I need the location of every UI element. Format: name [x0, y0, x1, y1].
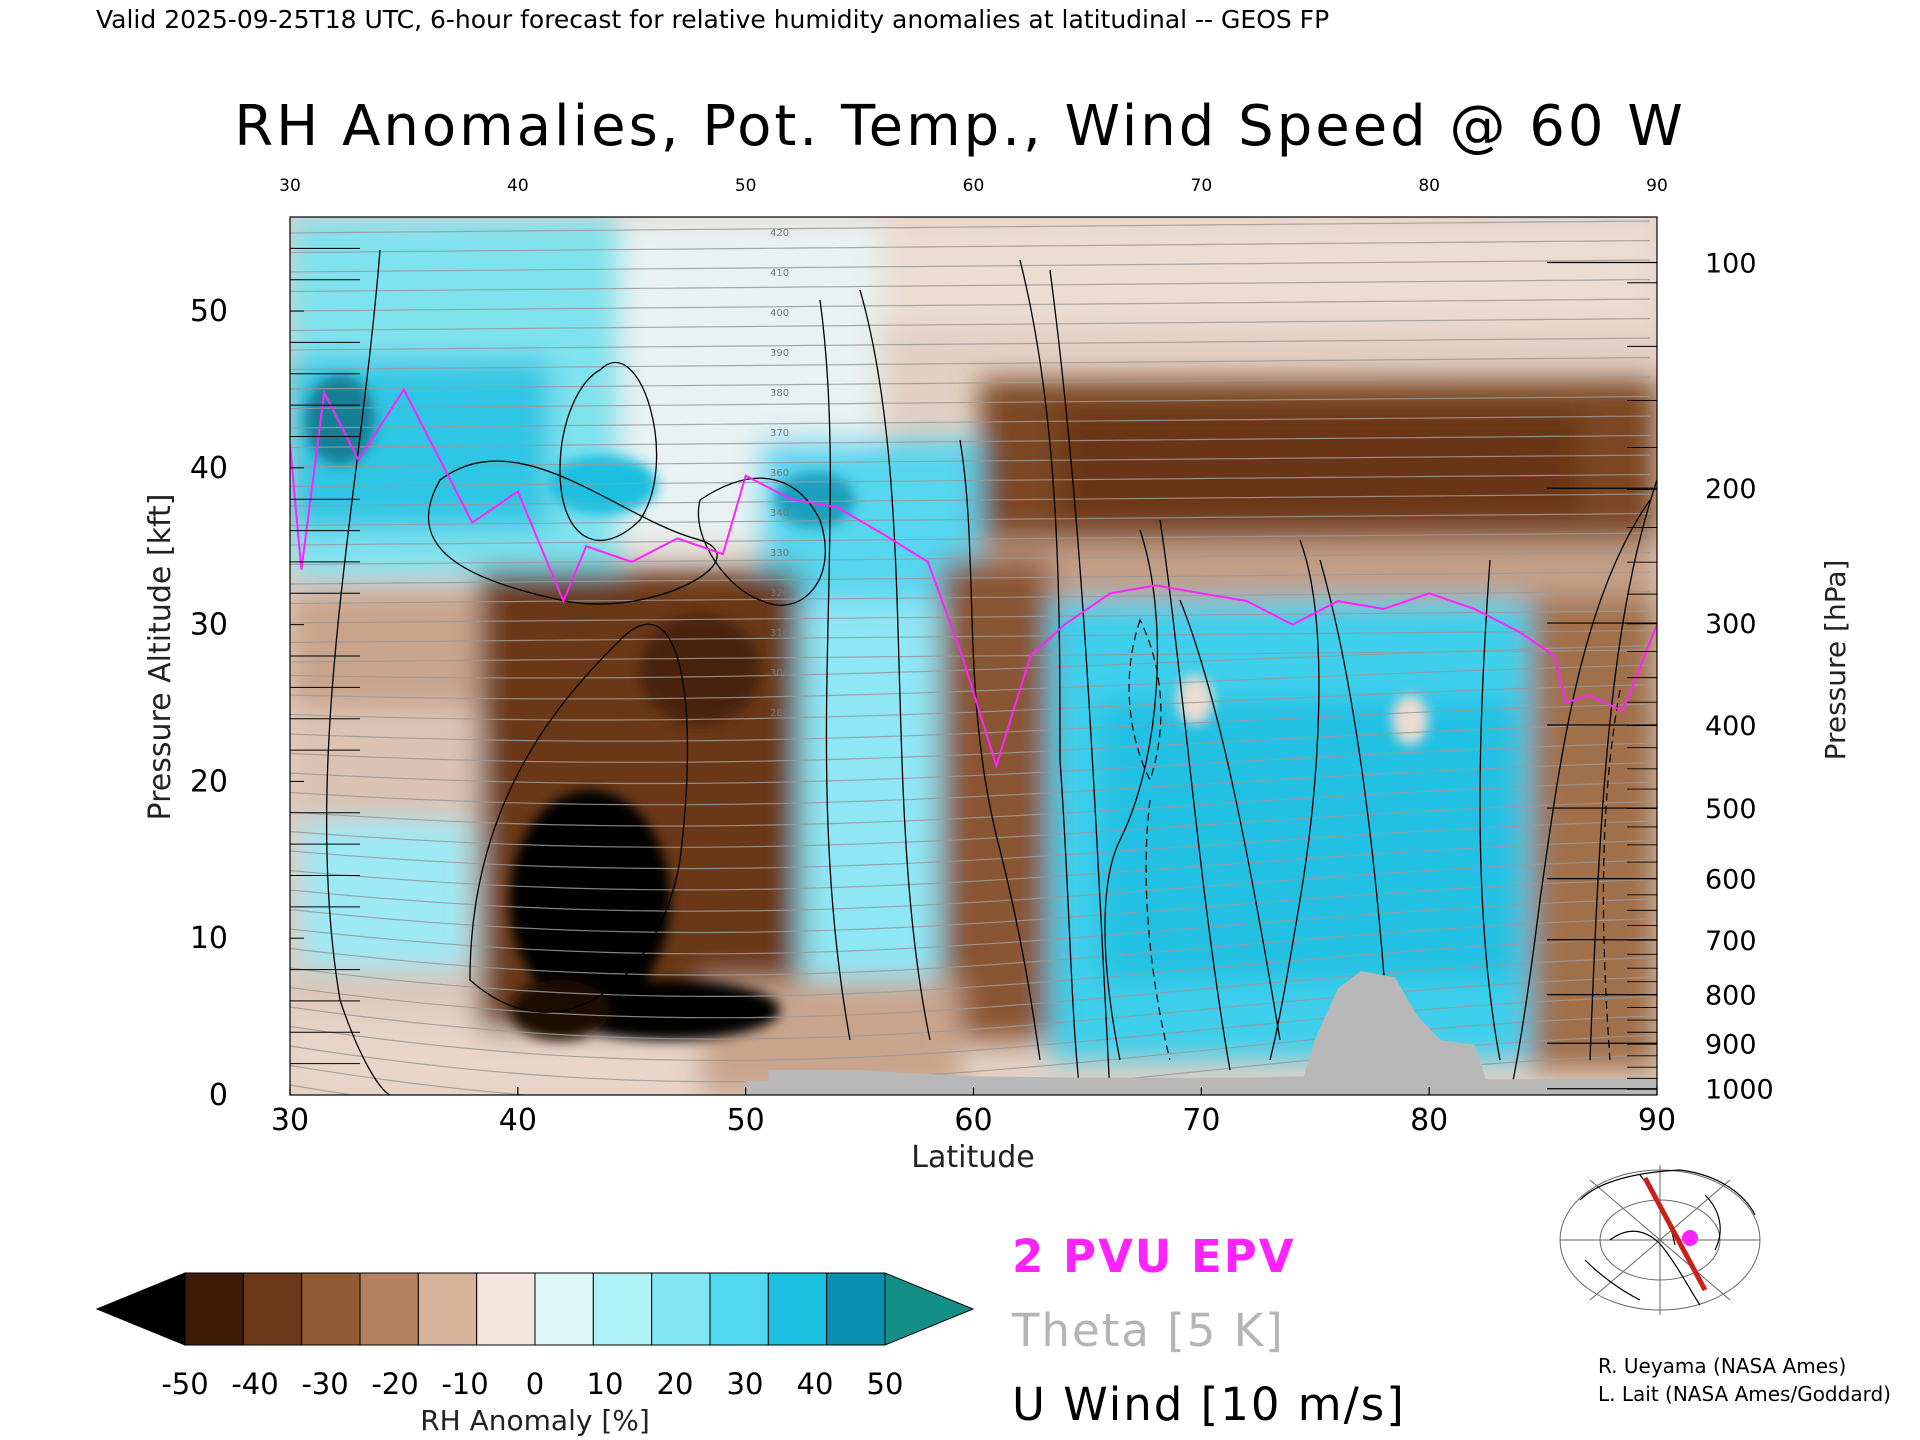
theta-contour-label: 320 [770, 588, 789, 599]
legend-entry: Theta [5 K] [1011, 1304, 1285, 1357]
colorbar-label: RH Anomaly [%] [420, 1404, 650, 1437]
y-tick-label: 10 [190, 921, 228, 956]
x-tick-label: 40 [499, 1103, 537, 1138]
u-wind-dashed-contours [1128, 618, 1621, 1061]
colorbar-under-arrow [95, 1272, 186, 1346]
colorbar-tick-label: -10 [441, 1367, 488, 1401]
credit-line: R. Ueyama (NASA Ames) [1598, 1354, 1846, 1378]
colorbar-box [301, 1272, 361, 1346]
colorbar-box [359, 1272, 419, 1346]
colorbar-tick-label: 30 [727, 1367, 764, 1401]
x-tick-label: 90 [1638, 1103, 1676, 1138]
colorbar-ticks: -50 -40 -30 -20 -10 0 10 20 30 40 50 [161, 1367, 903, 1401]
colorbar-tick-label: -50 [161, 1367, 208, 1401]
colorbar [95, 1272, 975, 1346]
colorbar-box [592, 1272, 653, 1346]
pressure-tick-label: 700 [1705, 926, 1757, 957]
theta-contours [290, 220, 1651, 1095]
chart-title: RH Anomalies, Pot. Temp., Wind Speed @ 6… [234, 94, 1685, 159]
theta-contour-labels: 420 410 400 390 380 370 360 340 330 320 310 300 280 [770, 228, 789, 719]
theta-contour-label: 370 [770, 428, 789, 439]
colorbar-tick-label: 40 [797, 1367, 834, 1401]
theta-contour-label: 380 [770, 388, 789, 399]
y-axis-left: 0 10 20 30 40 50 [190, 247, 360, 1113]
colorbar-box [417, 1272, 478, 1346]
colorbar-box [242, 1272, 303, 1346]
terrain-fill [745, 971, 1657, 1095]
colorbar-box [826, 1272, 886, 1346]
theta-contour-label: 360 [770, 468, 789, 479]
u-wind-contours [325, 249, 1657, 1095]
x-axis-bottom: 30 40 50 60 70 80 90 [271, 1087, 1676, 1138]
colorbar-box [476, 1272, 536, 1346]
pvu2-epv-line [290, 387, 1657, 770]
pressure-tick-label: 300 [1705, 609, 1757, 640]
inset-map [1559, 1165, 1761, 1315]
x-tick-label: 30 [271, 1103, 309, 1138]
colorbar-over-arrow [884, 1272, 975, 1346]
colorbar-tick-label: 10 [587, 1367, 624, 1401]
pressure-tick-label: 400 [1705, 711, 1757, 742]
colorbar-tick-label: 20 [657, 1367, 694, 1401]
colorbar-box [184, 1272, 244, 1346]
pressure-tick-label: 600 [1705, 865, 1757, 896]
theta-contour-label: 420 [770, 228, 789, 239]
colorbar-tick-label: 0 [526, 1367, 544, 1401]
x-tick-label: 70 [1182, 1103, 1220, 1138]
valid-line: Valid 2025-09-25T18 UTC, 6-hour forecast… [96, 5, 1329, 34]
y-tick-label: 0 [209, 1078, 228, 1113]
theta-contour-label: 280 [770, 708, 789, 719]
x-top-tick-label: 80 [1418, 176, 1440, 196]
colorbar-tick-label: 50 [867, 1367, 904, 1401]
y-tick-label: 30 [190, 608, 228, 643]
y-tick-label: 50 [190, 294, 228, 329]
x-axis-label: Latitude [911, 1140, 1034, 1175]
pressure-tick-label: 900 [1705, 1029, 1757, 1060]
legend: 2 PVU EPV Theta [5 K] U Wind [10 m/s] [1011, 1230, 1406, 1431]
legend-entry: U Wind [10 m/s] [1012, 1378, 1406, 1431]
theta-contour-label: 330 [770, 548, 789, 559]
x-axis-top: 30 40 50 60 70 80 90 [279, 176, 1668, 196]
theta-contour-label: 390 [770, 348, 789, 359]
pressure-tick-label: 1000 [1705, 1075, 1774, 1106]
x-tick-label: 50 [727, 1103, 765, 1138]
pressure-tick-label: 800 [1705, 981, 1757, 1012]
legend-entry: 2 PVU EPV [1012, 1230, 1296, 1283]
y-axis-label-left: Pressure Altitude [kft] [143, 494, 178, 821]
colorbar-tick-label: -20 [371, 1367, 418, 1401]
pressure-tick-label: 500 [1705, 794, 1757, 825]
colorbar-box [767, 1272, 828, 1346]
x-top-tick-label: 90 [1646, 176, 1668, 196]
colorbar-tick-label: -30 [301, 1367, 348, 1401]
colorbar-tick-label: -40 [231, 1367, 278, 1401]
theta-contour-label: 300 [770, 668, 789, 679]
y-axis-right: 1000 900 800 700 600 500 400 300 200 100 [1547, 248, 1774, 1106]
x-top-tick-label: 70 [1191, 176, 1213, 196]
cross-section-line [1642, 1176, 1708, 1292]
x-top-tick-label: 40 [507, 176, 529, 196]
colorbar-box [709, 1272, 769, 1346]
colorbar-box [534, 1272, 594, 1346]
credit-line: L. Lait (NASA Ames/Goddard) [1598, 1382, 1891, 1406]
x-tick-label: 60 [954, 1103, 992, 1138]
theta-contour-label: 400 [770, 308, 789, 319]
theta-contour-label: 310 [770, 628, 789, 639]
x-tick-label: 80 [1410, 1103, 1448, 1138]
colorbar-box [651, 1272, 711, 1346]
theta-contour-label: 340 [770, 508, 789, 519]
y-tick-label: 40 [190, 451, 228, 486]
y-axis-label-right: Pressure [hPa] [1819, 560, 1852, 761]
theta-contour-label: 410 [770, 268, 789, 279]
credits: R. Ueyama (NASA Ames) L. Lait (NASA Ames/… [1598, 1354, 1891, 1406]
cross-section-marker [1682, 1230, 1698, 1246]
x-top-tick-label: 50 [735, 176, 757, 196]
y-tick-label: 20 [190, 764, 228, 799]
pressure-tick-label: 100 [1705, 248, 1757, 279]
x-top-tick-label: 60 [963, 176, 985, 196]
x-top-tick-label: 30 [279, 176, 301, 196]
pressure-tick-label: 200 [1705, 474, 1757, 505]
